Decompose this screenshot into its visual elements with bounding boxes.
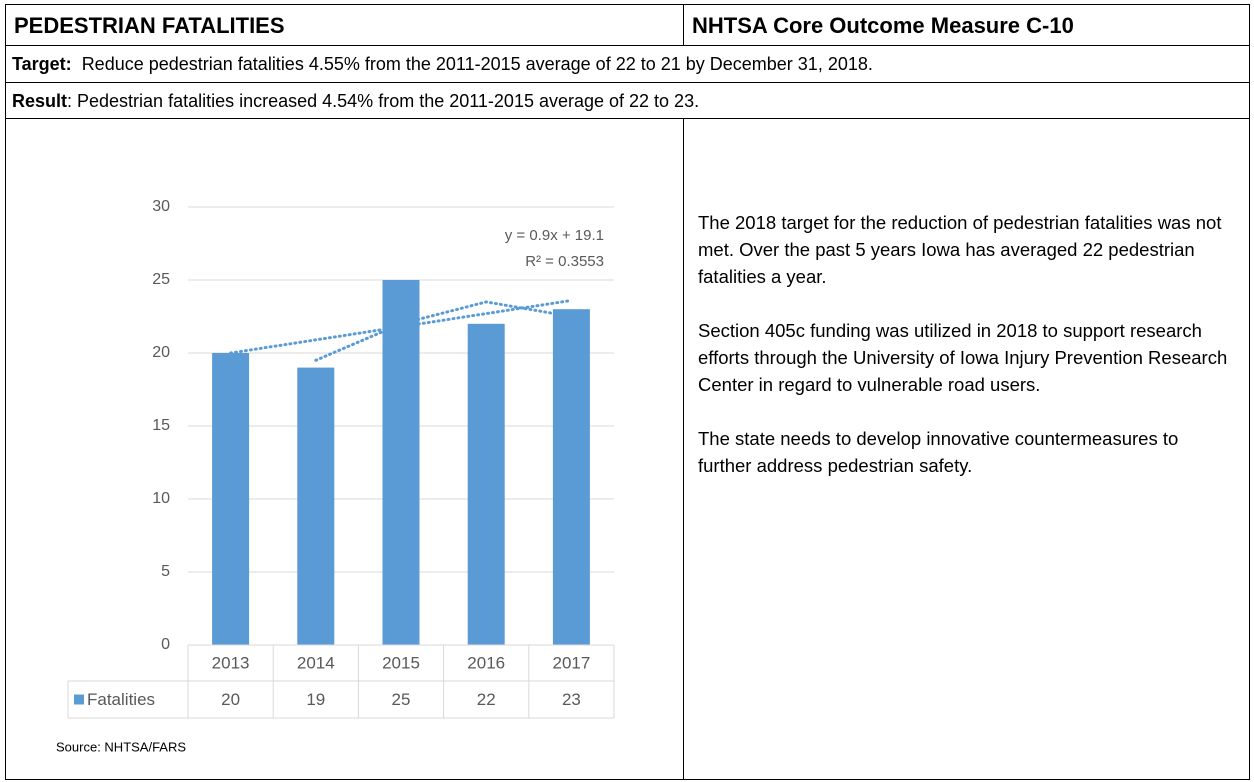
bar [467,323,505,645]
y-tick-label: 30 [152,198,170,215]
target-row: Target: Reduce pedestrian fatalities 4.5… [5,45,1250,83]
bar [212,353,250,645]
y-tick-label: 5 [161,563,170,580]
target-text: Reduce pedestrian fatalities 4.55% from … [81,54,873,74]
data-table-value: 22 [477,690,496,709]
x-tick-label: 2013 [212,653,250,672]
data-table-value: 25 [392,690,411,709]
trendline-equation: y = 0.9x + 19.1 [505,227,604,244]
y-tick-label: 15 [152,417,170,434]
moving-average [314,300,573,362]
x-tick-label: 2017 [552,653,590,672]
paragraph: The 2018 target for the reduction of ped… [698,212,1222,287]
y-tick-label: 0 [161,636,170,653]
result-label: Result [12,91,68,111]
legend-label: Fatalities [87,690,155,709]
x-tick-label: 2016 [467,653,505,672]
bar [552,309,590,645]
data-table-value: 20 [221,690,240,709]
data-table-value: 19 [306,690,325,709]
paragraph: Section 405c funding was utilized in 201… [698,320,1228,395]
x-tick-label: 2015 [382,653,420,672]
x-tick-label: 2014 [297,653,335,672]
y-tick-label: 10 [152,490,170,507]
data-table-value: 23 [562,690,581,709]
bar [382,280,420,645]
result-text: : Pedestrian fatalities increased 4.54% … [67,91,700,111]
bar [297,367,335,645]
chart: 0 5 10 15 20 25 30 y = 0.9x + 19.1 R² = 0.3553 20… [56,198,615,754]
legend-swatch [74,694,84,705]
source: Source: NHTSA/FARS [56,739,186,754]
trendline [229,298,573,355]
y-tick-label: 25 [152,271,170,288]
y-tick-label: 20 [152,344,170,361]
trendline-r2: R² = 0.3553 [525,253,604,270]
header-right: NHTSA Core Outcome Measure C-10 [683,4,1250,46]
body-cell: The 2018 target for the reduction of ped… [683,118,1250,780]
target-label: Target: [12,54,72,74]
result-row: Result: Pedestrian fatalities increased … [5,82,1250,119]
paragraph: The state needs to develop innovative co… [698,428,1179,476]
header-left: PEDESTRIAN FATALITIES [5,4,684,46]
chart-cell: 0 5 10 15 20 25 30 y = 0.9x + 19.1 R² = 0.3553 20… [5,118,684,780]
